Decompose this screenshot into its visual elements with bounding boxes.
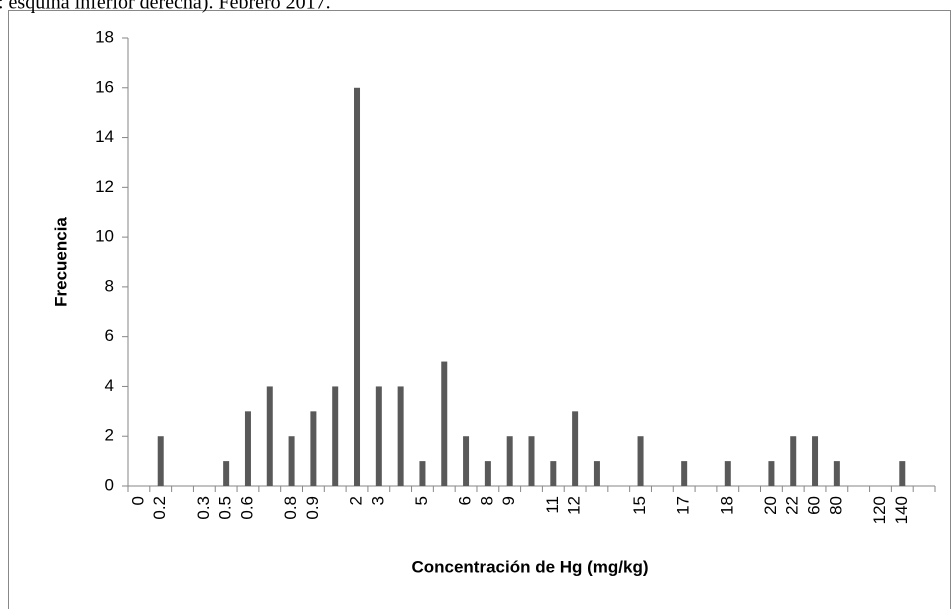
bar [375,386,382,486]
bar [463,436,470,486]
bar [244,411,251,486]
x-tick-label: 2 [346,496,365,505]
y-tick-label: 0 [105,475,114,494]
bar [397,386,404,486]
bar [724,461,731,486]
chart-border [8,10,951,609]
bar [354,87,361,487]
x-tick-label: 17 [674,496,693,515]
bar [899,461,906,486]
bar [528,436,535,486]
x-tick-label: 0.9 [303,496,322,520]
bar [441,361,448,486]
bar [768,461,775,486]
bar [310,411,317,486]
bar [572,411,579,486]
y-tick-label: 14 [95,127,114,146]
x-tick-label: 22 [783,496,802,515]
x-axis-label: Concentración de Hg (mg/kg) [411,557,648,576]
y-tick-label: 12 [95,177,114,196]
x-tick-label: 6 [456,496,475,505]
x-tick-label: 0.6 [237,496,256,520]
x-tick-label: 140 [892,496,911,524]
x-tick-label: 8 [477,496,496,505]
x-tick-label: 12 [565,496,584,515]
x-tick-label: 120 [870,496,889,524]
bar [681,461,688,486]
bar [157,436,164,486]
x-tick-label: 15 [630,496,649,515]
bar [637,436,644,486]
bar [812,436,819,486]
x-tick-label: 11 [543,496,562,514]
x-tick-label: 5 [412,496,431,505]
x-tick-label: 20 [761,496,780,515]
x-tick-label: 80 [826,496,845,515]
bar [593,461,600,486]
y-tick-label: 6 [105,326,114,345]
y-tick-label: 16 [95,77,114,96]
x-tick-label: 0.3 [194,496,213,520]
x-tick-label: 3 [368,496,387,505]
bar [790,436,797,486]
x-tick-label: 9 [499,496,518,505]
bar [419,461,426,486]
x-tick-label: 0.5 [216,496,235,520]
bar [506,436,513,486]
x-tick-label: 0.2 [150,496,169,520]
x-tick-label: 0.8 [281,496,300,520]
y-axis-label: Frecuencia [51,217,70,307]
x-tick-label: 60 [805,496,824,515]
bar [266,386,273,486]
bar [288,436,295,486]
bar [223,461,230,486]
x-tick-label: 0 [128,496,147,505]
bar [484,461,491,486]
bar [332,386,339,486]
bar [550,461,557,486]
y-tick-label: 10 [95,227,114,246]
y-tick-label: 8 [105,276,114,295]
y-tick-label: 18 [95,27,114,46]
y-tick-label: 2 [105,426,114,445]
caption: : esquina inferior derecha). Febrero 201… [0,0,331,14]
y-tick-label: 4 [105,376,114,395]
x-tick-label: 18 [717,496,736,515]
bar [833,461,840,486]
